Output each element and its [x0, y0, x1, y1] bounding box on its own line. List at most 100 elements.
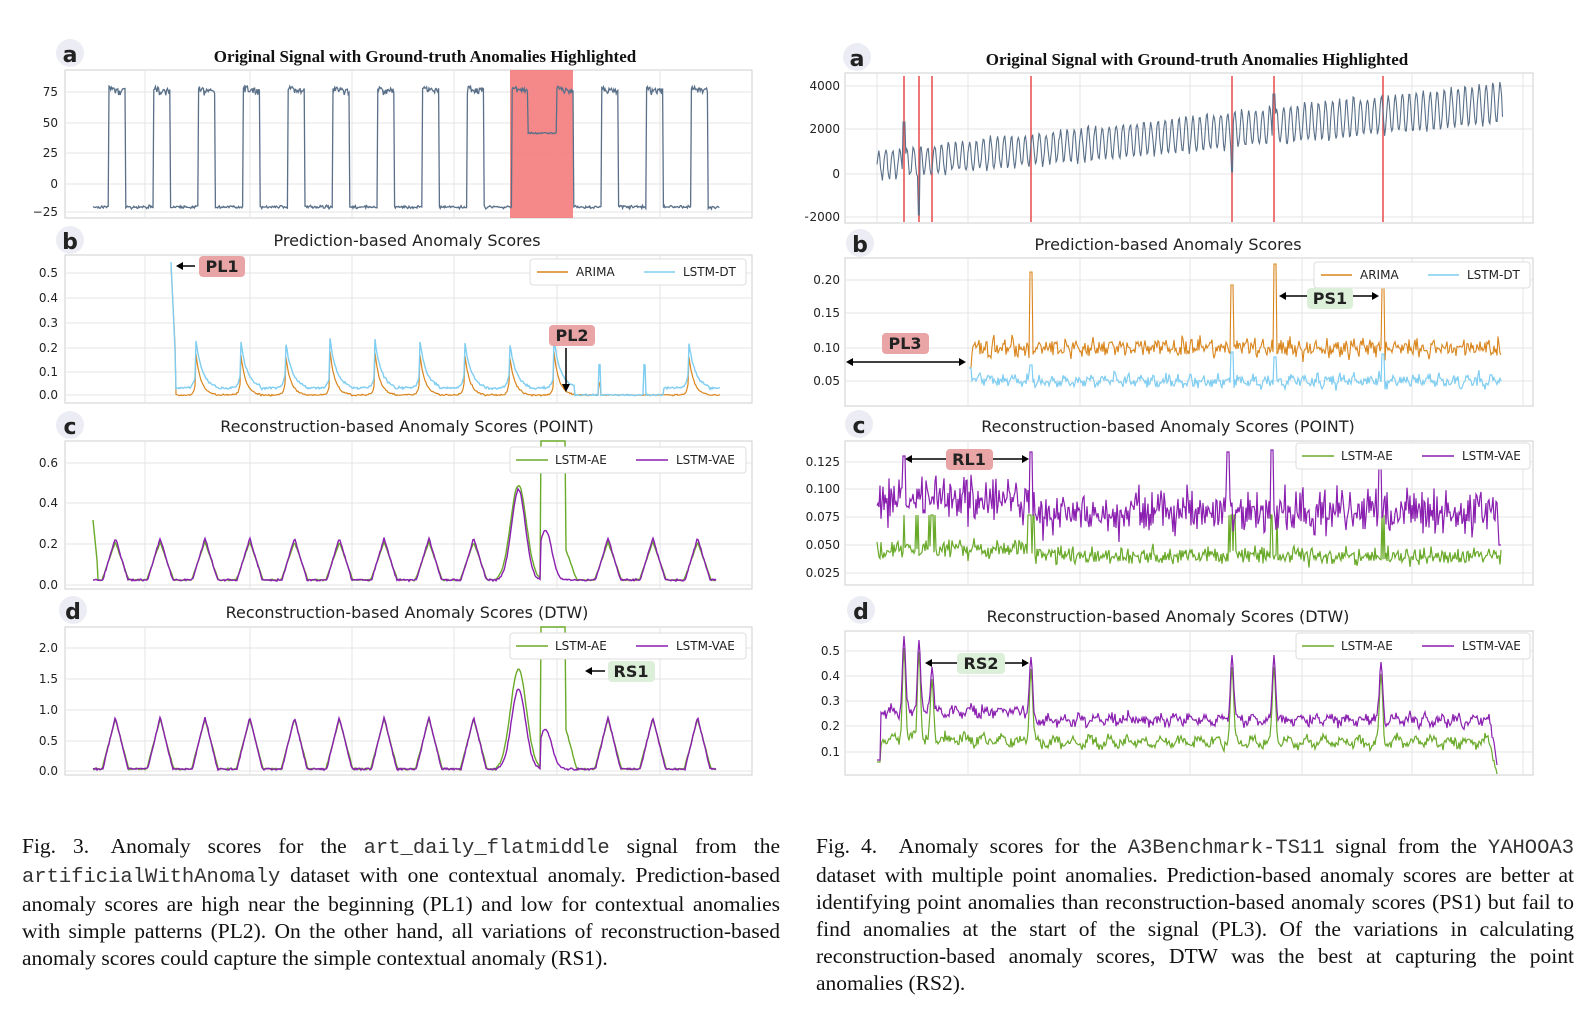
y-tick: 0.4 — [821, 669, 840, 683]
figure-3: a Original Signal with Ground-truth Anom… — [0, 0, 790, 1017]
signal-line — [92, 84, 720, 211]
panel-badge — [59, 596, 87, 624]
lstm-vae-line — [92, 688, 717, 772]
panel-badge — [843, 43, 871, 71]
y-tick-labels: 0.125 0.100 0.075 0.050 0.025 — [806, 455, 840, 580]
panel-title: Reconstruction-based Anomaly Scores (DTW… — [987, 607, 1350, 626]
lstm-dt-line — [969, 351, 1502, 392]
y-tick: 0.10 — [813, 341, 840, 355]
fig4-panel-b: b Prediction-based Anomaly Scores 0.20 0… — [813, 229, 1534, 407]
figure-3-plots: a Original Signal with Ground-truth Anom… — [33, 39, 753, 778]
legend: ARIMA LSTM-DT — [529, 258, 747, 286]
panel-letter: a — [63, 43, 78, 68]
y-tick: 0.5 — [39, 266, 58, 280]
y-tick: 0.0 — [39, 388, 58, 402]
y-tick: 0.05 — [813, 374, 840, 388]
y-tick: 0.20 — [813, 273, 840, 287]
legend-label: ARIMA — [1360, 268, 1399, 282]
caption-text: signal from the — [609, 834, 780, 858]
lstm-vae-line — [876, 449, 1501, 546]
legend-label: LSTM-VAE — [676, 639, 735, 653]
gridlines — [65, 441, 752, 589]
panel-badge — [845, 410, 873, 438]
y-tick-labels: 0.6 0.4 0.2 0.0 — [39, 456, 58, 592]
y-tick-labels: 0.5 0.4 0.3 0.2 0.1 — [821, 644, 840, 759]
lstm-vae-line — [93, 487, 717, 583]
legend-label: LSTM-DT — [1467, 268, 1521, 282]
panel-title: Reconstruction-based Anomaly Scores (DTW… — [226, 603, 589, 622]
caption-code: art_daily_flatmiddle — [363, 837, 610, 860]
y-tick-labels: 4000 2000 0 −2000 — [799, 79, 840, 224]
fig3-panel-a: a Original Signal with Ground-truth Anom… — [33, 39, 753, 219]
caption-code: artificialWithAnomaly — [22, 866, 281, 889]
y-tick: 25 — [43, 146, 58, 160]
y-tick: 0.3 — [39, 316, 58, 330]
y-tick: 2.0 — [39, 641, 58, 655]
panel-letter: b — [852, 233, 868, 258]
figure-4-plots: a Original Signal with Ground-truth Anom… — [799, 43, 1534, 776]
fig4-panel-a: a Original Signal with Ground-truth Anom… — [799, 43, 1534, 224]
caption-text: Fig. 4. Anomaly scores for the — [816, 834, 1128, 858]
caption-code: A3Benchmark-TS11 — [1127, 837, 1325, 860]
y-tick: 0.0 — [39, 578, 58, 592]
annotation-ps1: PS1 — [1279, 288, 1379, 309]
arima-line — [969, 263, 1502, 369]
fig4-panel-d: d Reconstruction-based Anomaly Scores (D… — [821, 596, 1534, 776]
lstm-vae-line — [877, 635, 1498, 765]
y-tick: 0.075 — [806, 510, 840, 524]
figure-3-caption: Fig. 3. Anomaly scores for the art_daily… — [22, 833, 780, 972]
legend: LSTM-AE LSTM-VAE — [509, 446, 747, 474]
panel-title: Prediction-based Anomaly Scores — [273, 231, 540, 250]
y-tick: 0.4 — [39, 496, 58, 510]
panel-letter: d — [65, 600, 81, 625]
y-tick: 75 — [43, 85, 58, 99]
legend: LSTM-AE LSTM-VAE — [509, 632, 747, 660]
annotation-label: PL2 — [555, 326, 588, 345]
annotation-rl1: RL1 — [905, 449, 1029, 470]
y-tick: 0.0 — [39, 764, 58, 778]
panel-title: Reconstruction-based Anomaly Scores (POI… — [981, 417, 1355, 436]
legend-label: LSTM-AE — [1341, 449, 1393, 463]
legend: LSTM-AE LSTM-VAE — [1295, 442, 1531, 470]
y-tick: 4000 — [809, 79, 840, 93]
y-tick: 1.0 — [39, 703, 58, 717]
y-tick: 2000 — [809, 122, 840, 136]
y-tick: 0.6 — [39, 456, 58, 470]
caption-text: Fig. 3. Anomaly scores for the — [22, 834, 364, 858]
caption-text: dataset with multiple point anomalies. P… — [816, 863, 1574, 995]
y-tick-labels: 75 50 25 0 −25 — [33, 85, 58, 219]
panel-title: Original Signal with Ground-truth Anomal… — [214, 47, 637, 66]
panel-letter: d — [853, 600, 869, 625]
caption-text: dataset with one contextual anomaly. Pre… — [22, 863, 780, 970]
panel-badge — [847, 596, 875, 624]
legend-label: LSTM-AE — [555, 453, 607, 467]
y-tick: 0 — [832, 167, 840, 181]
y-tick: 0.025 — [806, 566, 840, 580]
panel-badge — [56, 39, 84, 67]
annotation-pl2: PL2 — [549, 325, 595, 392]
lstm-ae-line — [876, 514, 1502, 568]
annotation-rs2: RS2 — [925, 653, 1029, 674]
gridlines — [845, 73, 1533, 223]
annotation-label: PL3 — [888, 334, 921, 353]
caption-code: YAHOOA3 — [1487, 837, 1575, 860]
legend-label: LSTM-VAE — [1462, 449, 1521, 463]
annotation-label: RS1 — [614, 662, 649, 681]
caption-text: signal from the — [1324, 834, 1488, 858]
fig3-panel-d: d Reconstruction-based Anomaly Scores (D… — [39, 596, 753, 778]
y-tick: 1.5 — [39, 672, 58, 686]
y-tick: 0.2 — [39, 341, 58, 355]
legend-label: LSTM-VAE — [676, 453, 735, 467]
panel-letter: c — [852, 414, 865, 439]
y-tick: 0.100 — [806, 482, 840, 496]
y-tick-labels: 0.20 0.15 0.10 0.05 — [813, 273, 840, 388]
panel-badge — [846, 229, 874, 257]
annotation-label: RS2 — [964, 654, 999, 673]
y-tick: 0.3 — [821, 694, 840, 708]
y-tick: 50 — [43, 116, 58, 130]
annotation-label: PS1 — [1313, 289, 1347, 308]
legend-label: LSTM-VAE — [1462, 639, 1521, 653]
legend: ARIMA LSTM-DT — [1313, 261, 1531, 289]
y-tick: 0 — [50, 177, 58, 191]
y-tick: 0.1 — [39, 365, 58, 379]
